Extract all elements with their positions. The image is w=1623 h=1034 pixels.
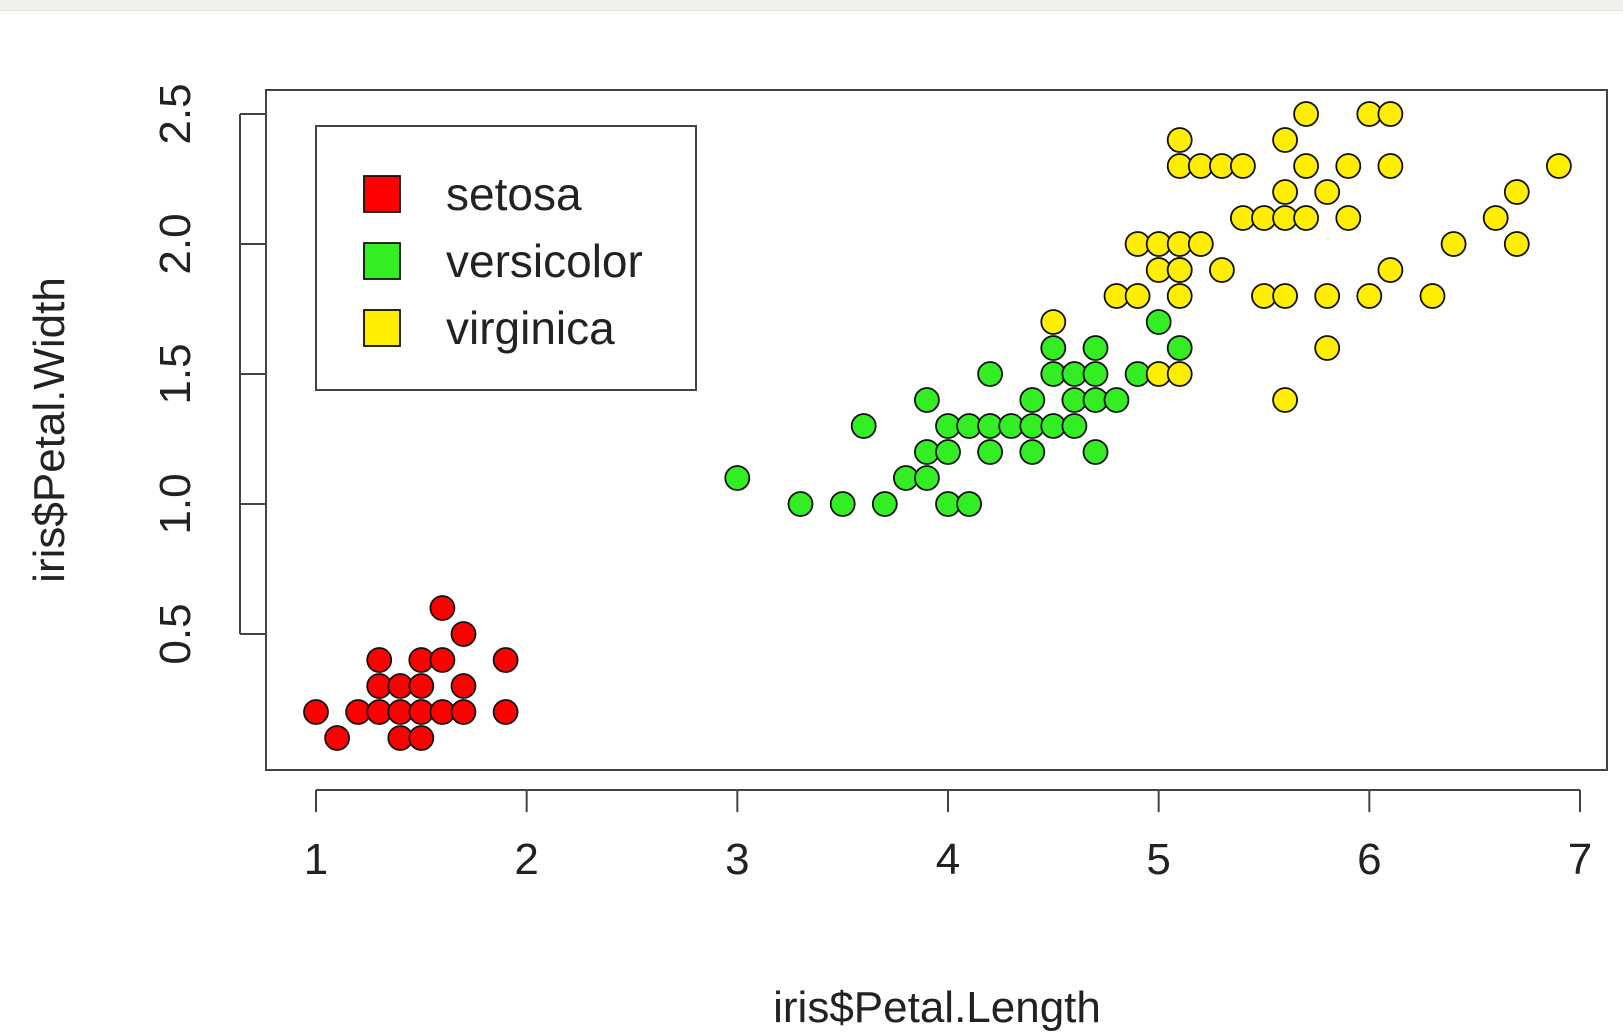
point-versicolor <box>1040 335 1067 361</box>
point-versicolor <box>829 491 856 517</box>
point-setosa <box>303 699 329 725</box>
point-versicolor <box>1166 335 1193 361</box>
plot-frame <box>265 89 1608 771</box>
point-virginica <box>1377 257 1404 283</box>
point-setosa <box>408 725 435 751</box>
point-virginica <box>1335 205 1362 231</box>
x-tick-label: 1 <box>304 835 328 884</box>
point-virginica <box>1166 283 1193 309</box>
x-tick-label: 7 <box>1568 835 1592 884</box>
y-tick-label: 0.5 <box>151 603 200 664</box>
point-versicolor <box>977 361 1003 387</box>
point-virginica <box>1187 231 1214 257</box>
point-versicolor <box>787 491 814 517</box>
point-setosa <box>450 699 477 725</box>
points-layer <box>303 101 1572 751</box>
point-setosa <box>324 725 351 751</box>
y-tick-label: 1.5 <box>151 343 200 404</box>
point-setosa <box>429 595 456 621</box>
point-virginica <box>1503 179 1530 205</box>
point-virginica <box>1272 387 1298 413</box>
x-axis: 1 2 3 4 5 6 7 <box>304 789 1592 884</box>
point-versicolor <box>956 491 982 517</box>
point-virginica <box>1503 231 1530 257</box>
top-border-strip <box>0 0 1623 11</box>
point-virginica <box>1209 257 1235 283</box>
legend-label-virginica: virginica <box>446 302 615 354</box>
point-virginica <box>1314 179 1341 205</box>
legend: setosa versicolor virginica <box>315 125 697 391</box>
point-versicolor <box>850 413 877 439</box>
point-virginica <box>1166 361 1193 387</box>
point-virginica <box>1166 257 1193 283</box>
point-versicolor <box>977 439 1003 465</box>
point-versicolor <box>1103 387 1130 413</box>
legend-swatch-setosa <box>363 175 401 213</box>
point-virginica <box>1377 153 1404 179</box>
point-virginica <box>1356 283 1383 309</box>
y-axis-label: iris$Petal.Width <box>25 277 74 583</box>
x-tick-label: 5 <box>1146 835 1170 884</box>
x-tick-label: 2 <box>514 835 538 884</box>
point-setosa <box>408 673 435 699</box>
point-setosa <box>492 699 519 725</box>
point-virginica <box>1230 153 1256 179</box>
point-virginica <box>1314 335 1341 361</box>
point-virginica <box>1293 153 1319 179</box>
point-versicolor <box>1061 413 1088 439</box>
point-versicolor <box>1145 309 1172 335</box>
point-versicolor <box>914 387 940 413</box>
x-axis-label: iris$Petal.Length <box>773 983 1101 1032</box>
point-virginica <box>1166 127 1193 153</box>
y-axis: 0.5 1.0 1.5 2.0 2.5 <box>151 83 266 665</box>
point-versicolor <box>914 465 940 491</box>
point-virginica <box>1482 205 1509 231</box>
legend-label-setosa: setosa <box>446 168 582 220</box>
legend-swatch-virginica <box>363 309 401 347</box>
point-virginica <box>1419 283 1446 309</box>
point-setosa <box>450 673 477 699</box>
point-setosa <box>429 647 456 673</box>
x-tick-label: 3 <box>725 835 749 884</box>
y-tick-label: 2.0 <box>151 213 200 274</box>
point-virginica <box>1546 153 1572 179</box>
point-virginica <box>1272 127 1298 153</box>
y-tick-label: 2.5 <box>151 83 200 144</box>
point-virginica <box>1293 205 1319 231</box>
x-tick-label: 6 <box>1357 835 1381 884</box>
point-virginica <box>1377 101 1404 127</box>
point-setosa <box>492 647 519 673</box>
y-tick-label: 1.0 <box>151 473 200 534</box>
legend-label-versicolor: versicolor <box>446 235 643 287</box>
legend-swatch-versicolor <box>363 242 401 280</box>
point-versicolor <box>871 491 898 517</box>
point-versicolor <box>1019 387 1046 413</box>
point-setosa <box>366 647 393 673</box>
x-tick-label: 4 <box>936 835 960 884</box>
point-virginica <box>1293 101 1319 127</box>
point-versicolor <box>935 439 961 465</box>
point-setosa <box>450 621 477 647</box>
point-versicolor <box>1019 439 1046 465</box>
point-versicolor <box>1082 439 1109 465</box>
point-versicolor <box>724 465 751 491</box>
point-versicolor <box>1082 361 1109 387</box>
point-virginica <box>1040 309 1067 335</box>
point-virginica <box>1272 179 1298 205</box>
point-virginica <box>1335 153 1362 179</box>
point-virginica <box>1124 283 1151 309</box>
point-virginica <box>1440 231 1467 257</box>
point-virginica <box>1314 283 1341 309</box>
point-versicolor <box>1082 335 1109 361</box>
point-virginica <box>1272 283 1298 309</box>
